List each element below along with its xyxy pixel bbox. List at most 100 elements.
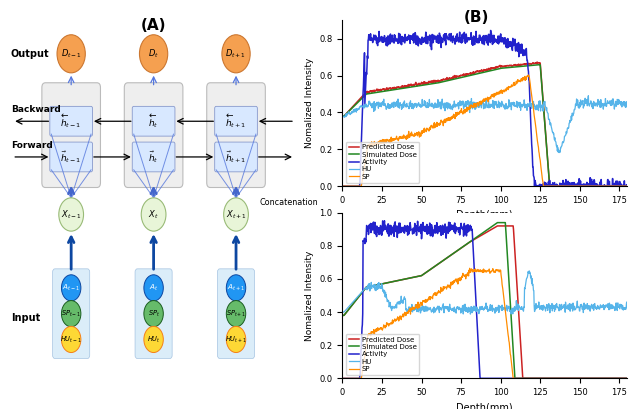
Activity bbox=[512, 376, 520, 381]
HU bbox=[555, 147, 563, 152]
Text: (A): (A) bbox=[141, 18, 166, 33]
Circle shape bbox=[227, 301, 246, 327]
Circle shape bbox=[61, 301, 81, 327]
Text: $HU_{t-1}$: $HU_{t-1}$ bbox=[60, 334, 82, 344]
FancyBboxPatch shape bbox=[50, 106, 93, 136]
Simulated Dose bbox=[584, 184, 592, 189]
Simulated Dose bbox=[511, 65, 519, 70]
FancyBboxPatch shape bbox=[124, 83, 183, 187]
Text: $HU_{t+1}$: $HU_{t+1}$ bbox=[225, 334, 247, 344]
Simulated Dose bbox=[512, 376, 520, 381]
Text: $X_{t-1}$: $X_{t-1}$ bbox=[61, 208, 81, 221]
FancyBboxPatch shape bbox=[132, 106, 175, 136]
Simulated Dose bbox=[556, 376, 563, 381]
Activity bbox=[623, 376, 631, 381]
Activity bbox=[381, 218, 388, 223]
SP bbox=[623, 184, 631, 189]
Text: $X_{t+1}$: $X_{t+1}$ bbox=[226, 208, 246, 221]
Simulated Dose bbox=[546, 184, 554, 189]
Text: Forward: Forward bbox=[11, 141, 52, 150]
SP bbox=[339, 376, 346, 381]
SP bbox=[339, 184, 346, 189]
Text: $A_{t+1}$: $A_{t+1}$ bbox=[227, 283, 245, 293]
HU bbox=[623, 100, 631, 105]
HU bbox=[520, 305, 528, 310]
Text: (B): (B) bbox=[464, 10, 490, 25]
HU bbox=[584, 303, 592, 308]
HU bbox=[556, 150, 563, 155]
Activity bbox=[356, 181, 364, 186]
Simulated Dose bbox=[339, 313, 346, 318]
Predicted Dose bbox=[504, 63, 511, 68]
Legend: Predicted Dose, Simulated Dose, Activity, HU, SP: Predicted Dose, Simulated Dose, Activity… bbox=[346, 334, 419, 375]
Activity bbox=[504, 45, 512, 50]
Predicted Dose bbox=[339, 313, 346, 318]
SP bbox=[504, 85, 511, 90]
Predicted Dose bbox=[556, 376, 563, 381]
Text: Input: Input bbox=[11, 312, 40, 323]
Activity bbox=[520, 376, 528, 381]
Text: $\vec{h}_{t+1}$: $\vec{h}_{t+1}$ bbox=[225, 149, 247, 165]
Simulated Dose bbox=[584, 376, 592, 381]
Text: $A_{t-1}$: $A_{t-1}$ bbox=[62, 283, 80, 293]
SP bbox=[356, 376, 364, 381]
Text: $SP_{t+1}$: $SP_{t+1}$ bbox=[226, 308, 246, 319]
Predicted Dose bbox=[339, 114, 346, 119]
Simulated Dose bbox=[520, 64, 527, 69]
HU bbox=[356, 292, 364, 297]
Circle shape bbox=[227, 275, 246, 301]
FancyBboxPatch shape bbox=[214, 106, 257, 136]
Predicted Dose bbox=[584, 376, 592, 381]
Text: $\overleftarrow{h}_{t+1}$: $\overleftarrow{h}_{t+1}$ bbox=[225, 112, 247, 130]
Text: Backward: Backward bbox=[11, 105, 61, 114]
Line: HU: HU bbox=[342, 271, 627, 314]
SP bbox=[525, 72, 532, 77]
Activity bbox=[504, 376, 512, 381]
Simulated Dose bbox=[623, 376, 631, 381]
Predicted Dose bbox=[533, 60, 541, 65]
Circle shape bbox=[222, 35, 250, 73]
HU bbox=[556, 308, 563, 313]
Simulated Dose bbox=[536, 62, 544, 67]
Circle shape bbox=[61, 326, 81, 353]
Text: $\overleftarrow{h}_{t}$: $\overleftarrow{h}_{t}$ bbox=[148, 112, 159, 130]
Circle shape bbox=[144, 301, 163, 327]
HU bbox=[584, 96, 592, 101]
Line: SP: SP bbox=[342, 268, 627, 378]
Text: Concatenation: Concatenation bbox=[260, 198, 318, 207]
Activity bbox=[623, 184, 631, 189]
HU bbox=[520, 103, 527, 108]
Simulated Dose bbox=[339, 114, 346, 119]
Predicted Dose bbox=[356, 97, 364, 101]
Circle shape bbox=[144, 326, 163, 353]
Line: Predicted Dose: Predicted Dose bbox=[342, 62, 627, 186]
Activity bbox=[555, 184, 563, 189]
Line: Predicted Dose: Predicted Dose bbox=[342, 226, 627, 378]
Circle shape bbox=[141, 198, 166, 231]
FancyBboxPatch shape bbox=[218, 269, 255, 359]
X-axis label: Depth(mm): Depth(mm) bbox=[456, 402, 513, 409]
HU bbox=[512, 306, 520, 310]
HU bbox=[511, 104, 519, 109]
Line: Simulated Dose: Simulated Dose bbox=[342, 222, 627, 378]
SP bbox=[466, 266, 474, 271]
Predicted Dose bbox=[504, 223, 512, 228]
FancyBboxPatch shape bbox=[207, 83, 266, 187]
Activity bbox=[584, 376, 592, 381]
Circle shape bbox=[140, 35, 168, 73]
SP bbox=[356, 184, 364, 189]
Activity bbox=[512, 49, 520, 54]
Text: $A_{t}$: $A_{t}$ bbox=[149, 283, 158, 293]
Simulated Dose bbox=[356, 293, 364, 298]
Activity bbox=[555, 376, 563, 381]
Predicted Dose bbox=[623, 184, 631, 189]
Activity bbox=[520, 47, 528, 52]
Circle shape bbox=[57, 35, 85, 73]
Text: $SP_{t}$: $SP_{t}$ bbox=[148, 308, 159, 319]
Line: Simulated Dose: Simulated Dose bbox=[342, 65, 627, 186]
Predicted Dose bbox=[494, 223, 502, 228]
FancyBboxPatch shape bbox=[42, 83, 100, 187]
X-axis label: Depth(mm): Depth(mm) bbox=[456, 210, 513, 220]
Text: $D_{t+1}$: $D_{t+1}$ bbox=[225, 47, 246, 60]
Predicted Dose bbox=[512, 261, 520, 266]
